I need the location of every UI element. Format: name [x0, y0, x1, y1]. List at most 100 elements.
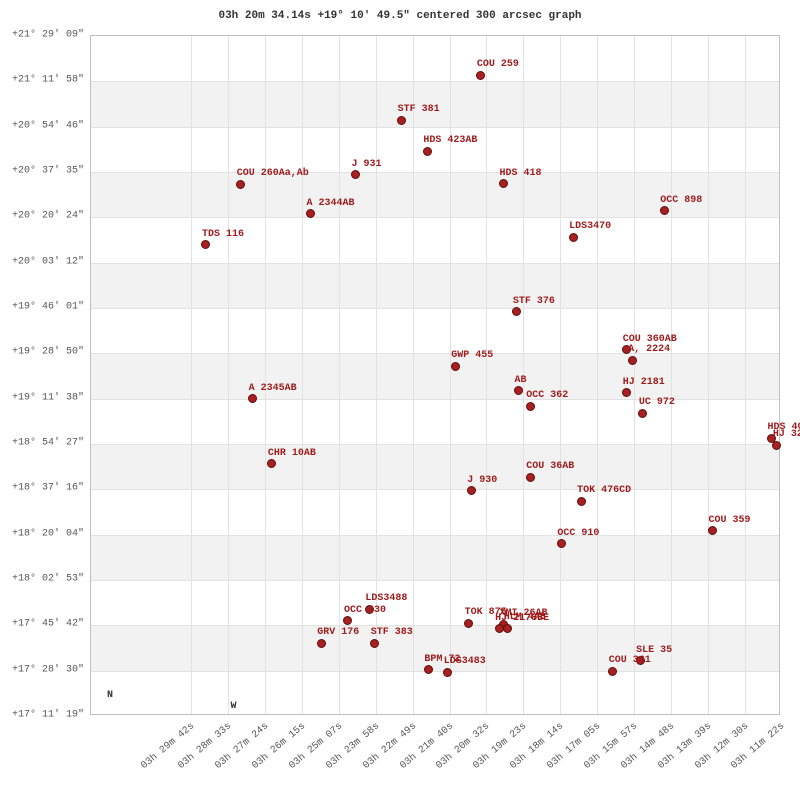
data-point-label: GRV 176 [317, 627, 359, 638]
data-point-label: OCC 362 [526, 390, 568, 401]
data-point [557, 539, 566, 548]
data-point-label: SLE 35 [636, 645, 672, 656]
plot-area: COU 259 STF 381 HDS 423AB J 931 HDS 418 COU 2… [90, 35, 780, 715]
gridline-vertical [745, 36, 746, 714]
data-point-label: LDS3488 [365, 593, 407, 604]
data-point-label: AB [514, 375, 526, 386]
data-point-label: STF 376 [513, 296, 555, 307]
data-point-label: TDS 116 [202, 229, 244, 240]
data-point [467, 486, 476, 495]
data-point-label: LDS3483 [444, 656, 486, 667]
gridline-horizontal [91, 127, 779, 128]
data-point-label: HDS 418 [499, 168, 541, 179]
data-point [248, 394, 257, 403]
data-point-label: A, 2224 [628, 344, 670, 355]
data-point [526, 402, 535, 411]
data-point-label: HDS 423AB [423, 135, 477, 146]
data-point-label: CHR 10AB [268, 448, 316, 459]
data-point-label: J 931 [351, 159, 381, 170]
scatter-chart: 03h 20m 34.14s +19° 10' 49.5" centered 3… [0, 0, 800, 800]
data-point-label: HJ 2181 [623, 377, 665, 388]
data-point-label: COU 260Aa,Ab [237, 168, 309, 179]
gridline-horizontal [91, 535, 779, 536]
y-axis-ticks: +21° 29' 09"+21° 11' 58"+20° 54' 46"+20°… [0, 35, 90, 715]
y-tick-label: +21° 11' 58" [12, 75, 90, 86]
data-point [512, 307, 521, 316]
gridline-vertical [265, 36, 266, 714]
y-tick-label: +18° 54' 27" [12, 438, 90, 449]
y-tick-label: +17° 28' 30" [12, 664, 90, 675]
data-point-label: COU 360AB [623, 334, 677, 345]
data-point [464, 619, 473, 628]
data-point [443, 668, 452, 677]
x-axis-ticks: 03h 29m 42s03h 28m 33s03h 27m 24s03h 26m… [90, 721, 780, 800]
gridline-horizontal [91, 353, 779, 354]
data-point [306, 209, 315, 218]
data-point [499, 179, 508, 188]
gridline-vertical [413, 36, 414, 714]
data-point-label: COU 36AB [526, 461, 574, 472]
gridline-vertical [634, 36, 635, 714]
data-point [577, 497, 586, 506]
data-point-label: OCC 430 [344, 605, 386, 616]
gridline-horizontal [91, 489, 779, 490]
gridline-horizontal [91, 399, 779, 400]
data-point [343, 616, 352, 625]
data-point-label: OCC 910 [557, 528, 599, 539]
y-tick-label: +20° 37' 35" [12, 166, 90, 177]
gridline-horizontal [91, 172, 779, 173]
data-point [526, 473, 535, 482]
y-tick-label: +19° 11' 38" [12, 392, 90, 403]
data-point [772, 441, 781, 450]
data-point [476, 71, 485, 80]
y-tick-label: +18° 20' 04" [12, 528, 90, 539]
y-tick-label: +17° 45' 42" [12, 619, 90, 630]
data-point-label: TOK 476CD [577, 485, 631, 496]
plot-band [91, 535, 779, 580]
data-point-label: COU 259 [477, 59, 519, 70]
data-point-label: STF 381 [398, 104, 440, 115]
gridline-horizontal [91, 444, 779, 445]
data-point-label: HJ 2178BE [495, 613, 549, 624]
plot-band [91, 353, 779, 398]
plot-band [91, 444, 779, 489]
data-point [628, 356, 637, 365]
data-point-label: LDS3470 [569, 221, 611, 232]
y-tick-label: +21° 29' 09" [12, 30, 90, 41]
data-point [397, 116, 406, 125]
gridline-vertical [597, 36, 598, 714]
data-point-label: J 930 [467, 475, 497, 486]
gridline-horizontal [91, 308, 779, 309]
data-point-label: A 2345AB [249, 383, 297, 394]
gridline-vertical [560, 36, 561, 714]
y-tick-label: +19° 46' 01" [12, 302, 90, 313]
data-point [569, 233, 578, 242]
data-point [638, 409, 647, 418]
gridline-vertical [302, 36, 303, 714]
y-tick-label: +20° 20' 24" [12, 211, 90, 222]
gridline-horizontal [91, 217, 779, 218]
data-point-label: HJ 3244 [773, 429, 800, 440]
gridline-horizontal [91, 671, 779, 672]
gridline-vertical [708, 36, 709, 714]
data-point [317, 639, 326, 648]
data-point [423, 147, 432, 156]
data-point [451, 362, 460, 371]
plot-band [91, 263, 779, 308]
data-point-label: A 2344AB [306, 198, 354, 209]
chart-title: 03h 20m 34.14s +19° 10' 49.5" centered 3… [0, 10, 800, 22]
y-tick-label: +19° 28' 50" [12, 347, 90, 358]
data-point-label: COU 361 [609, 655, 651, 666]
data-point-label: STF 383 [371, 627, 413, 638]
gridline-horizontal [91, 81, 779, 82]
data-point [236, 180, 245, 189]
compass-north: N [107, 690, 113, 701]
gridline-vertical [228, 36, 229, 714]
data-point-label: COU 359 [709, 515, 751, 526]
y-tick-label: +20° 03' 12" [12, 256, 90, 267]
data-point-label: GWP 455 [451, 350, 493, 361]
compass-west: W [230, 701, 236, 712]
data-point [201, 240, 210, 249]
gridline-horizontal [91, 625, 779, 626]
gridline-horizontal [91, 580, 779, 581]
